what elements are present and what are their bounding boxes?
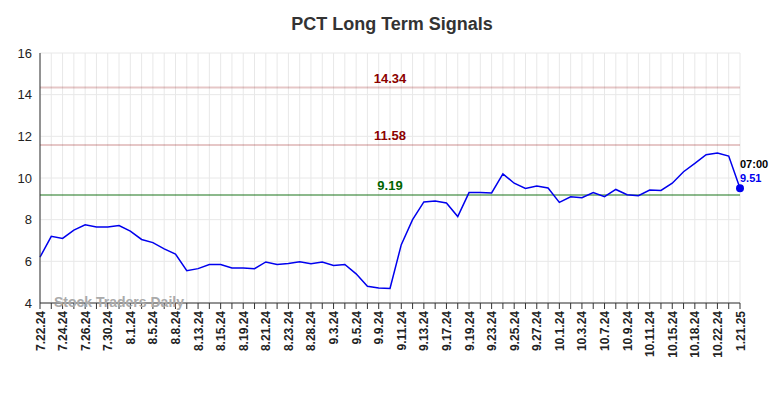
svg-text:8.19.24: 8.19.24 bbox=[237, 311, 251, 351]
svg-text:9.19.24: 9.19.24 bbox=[463, 311, 477, 351]
svg-text:8: 8 bbox=[25, 212, 32, 227]
svg-text:9.27.24: 9.27.24 bbox=[530, 311, 544, 351]
svg-text:10.7.24: 10.7.24 bbox=[598, 311, 612, 351]
svg-text:10: 10 bbox=[18, 171, 32, 186]
svg-text:10.1.24: 10.1.24 bbox=[553, 311, 567, 351]
svg-text:9.19: 9.19 bbox=[377, 178, 402, 193]
svg-text:8.13.24: 8.13.24 bbox=[192, 311, 206, 351]
svg-text:9.11.24: 9.11.24 bbox=[395, 311, 409, 351]
svg-text:8.8.24: 8.8.24 bbox=[169, 311, 183, 345]
svg-text:9.25.24: 9.25.24 bbox=[508, 311, 522, 351]
svg-text:16: 16 bbox=[18, 46, 32, 61]
svg-text:9.13.24: 9.13.24 bbox=[417, 311, 431, 351]
html-text:Stock Traders Daily: Stock Traders Daily bbox=[54, 294, 184, 310]
svg-text:7.26.24: 7.26.24 bbox=[79, 311, 93, 351]
svg-text:8.23.24: 8.23.24 bbox=[282, 311, 296, 351]
html-text:PCT Long Term Signals: PCT Long Term Signals bbox=[291, 14, 493, 34]
svg-text:1.21.25: 1.21.25 bbox=[734, 311, 748, 351]
svg-text:8.28.24: 8.28.24 bbox=[304, 311, 318, 351]
svg-text:8.15.24: 8.15.24 bbox=[214, 311, 228, 351]
svg-text:07:00: 07:00 bbox=[740, 158, 768, 170]
svg-text:7.24.24: 7.24.24 bbox=[56, 311, 70, 351]
svg-text:10.22.24: 10.22.24 bbox=[711, 311, 725, 358]
svg-text:7.30.24: 7.30.24 bbox=[101, 311, 115, 351]
svg-text:8.5.24: 8.5.24 bbox=[146, 311, 160, 345]
svg-text:9.23.24: 9.23.24 bbox=[485, 311, 499, 351]
svg-text:8.1.24: 8.1.24 bbox=[124, 311, 138, 345]
svg-text:10.11.24: 10.11.24 bbox=[643, 311, 657, 357]
svg-text:9.9.24: 9.9.24 bbox=[372, 311, 386, 345]
svg-text:10.3.24: 10.3.24 bbox=[575, 311, 589, 351]
svg-text:7.22.24: 7.22.24 bbox=[34, 311, 48, 351]
svg-text:10.18.24: 10.18.24 bbox=[688, 311, 702, 358]
svg-text:9.51: 9.51 bbox=[740, 172, 761, 184]
svg-text:9.5.24: 9.5.24 bbox=[350, 311, 364, 345]
svg-text:8.21.24: 8.21.24 bbox=[259, 311, 273, 351]
svg-text:11.58: 11.58 bbox=[374, 128, 406, 143]
svg-text:14: 14 bbox=[18, 87, 32, 102]
svg-text:6: 6 bbox=[25, 254, 32, 269]
svg-text:12: 12 bbox=[18, 129, 32, 144]
svg-text:14.34: 14.34 bbox=[374, 71, 407, 86]
svg-text:4: 4 bbox=[25, 296, 32, 311]
svg-text:10.15.24: 10.15.24 bbox=[666, 311, 680, 358]
svg-text:9.3.24: 9.3.24 bbox=[327, 311, 341, 345]
svg-text:10.9.24: 10.9.24 bbox=[621, 311, 635, 351]
svg-text:9.17.24: 9.17.24 bbox=[440, 311, 454, 351]
